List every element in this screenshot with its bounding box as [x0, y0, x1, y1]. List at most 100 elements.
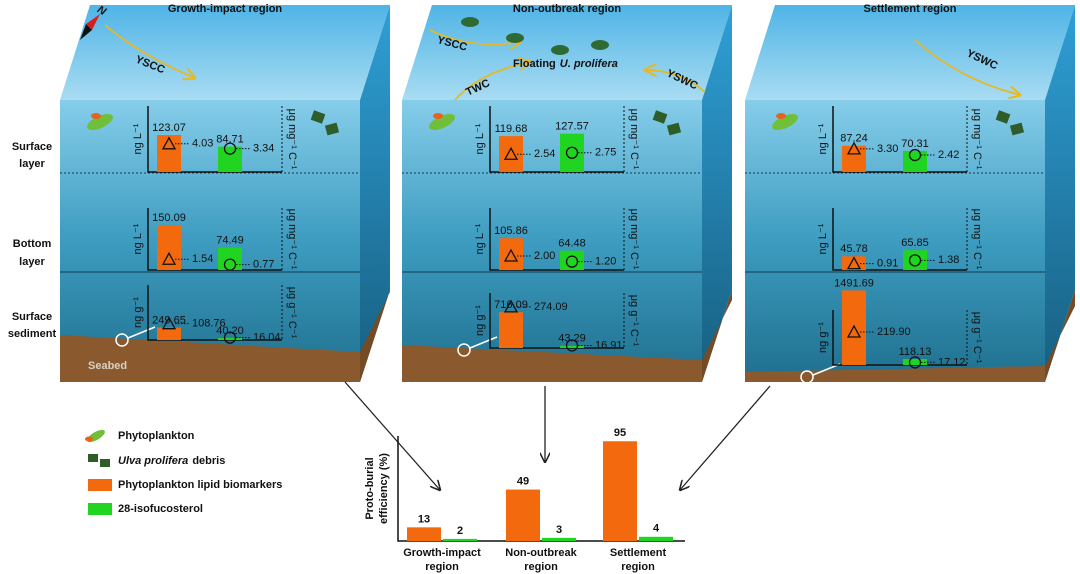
seabed [745, 366, 1045, 382]
marker-value: 16.04 [253, 332, 281, 344]
bar [542, 537, 576, 541]
bar-value: 150.09 [152, 212, 186, 224]
circle-marker [565, 255, 579, 268]
triangle-marker [503, 299, 519, 313]
bar-value: 64.48 [558, 238, 586, 250]
floating-patch [461, 17, 479, 27]
seabed-side [1045, 290, 1075, 382]
unit-right: μg mg⁻¹ C⁻¹ [286, 109, 298, 170]
unit-left: ng L⁻¹ [474, 223, 486, 254]
marker-value: 2.00 [534, 250, 555, 262]
circle-marker [223, 258, 237, 271]
sediment-inlet [800, 370, 814, 384]
region-title: Settlement region [864, 3, 957, 15]
seabed-label: Seabed [88, 360, 127, 372]
bar-value: 45.78 [840, 243, 868, 255]
legend-swatch [88, 503, 112, 515]
triangle-marker [503, 146, 519, 160]
bar-value: 70.31 [901, 138, 929, 150]
sediment-inlet [457, 343, 471, 357]
sediment-inlet-arrow [469, 336, 498, 349]
sediment-inlet [115, 333, 129, 347]
unit-right: μg mg⁻¹ C⁻¹ [971, 109, 983, 170]
unit-right: μg mg⁻¹ C⁻¹ [628, 209, 640, 270]
marker-value: 2.54 [534, 148, 555, 160]
marker-value: 0.77 [253, 259, 274, 271]
chart-axis [397, 436, 685, 542]
marker-value: 1.54 [192, 253, 213, 265]
circle-marker [223, 331, 237, 344]
layer-label: layer [19, 256, 45, 268]
ulva-debris-icon [1009, 122, 1025, 136]
compass-needle [80, 24, 92, 40]
side-face [360, 5, 390, 382]
phytoplankton-icon [429, 113, 455, 131]
bar [506, 489, 540, 541]
layer-label: layer [19, 158, 45, 170]
marker-value: 0.91 [877, 258, 898, 270]
bar-value: 119.68 [495, 123, 528, 135]
unit-left: ng g⁻¹ [474, 305, 486, 336]
region-title: Non-outbreak region [513, 3, 621, 15]
isofucosterol-bar [218, 337, 242, 340]
circle-marker [908, 356, 922, 369]
bar-value: 65.85 [901, 237, 929, 249]
legend-label-italic: Ulva prolifera [118, 455, 188, 467]
floating-label-italic: U. prolifera [560, 58, 618, 70]
unit-right: μg g⁻¹ C⁻¹ [971, 312, 983, 364]
floating-patch [506, 33, 524, 43]
triangle-marker [846, 324, 862, 338]
marker-value: 3.30 [877, 143, 898, 155]
triangle-marker [503, 248, 519, 262]
isofucosterol-bar [560, 250, 584, 270]
ulva-debris-icon [652, 110, 668, 124]
circle-marker [908, 254, 922, 267]
current-arrow [429, 29, 520, 44]
seabed-side [702, 290, 732, 382]
unit-right: μg g⁻¹ C⁻¹ [286, 287, 298, 339]
bar-value: 84.71 [216, 133, 244, 145]
isofucosterol-bar [560, 133, 584, 172]
marker-value: 3.34 [253, 143, 274, 155]
isofucosterol-bar [218, 146, 242, 172]
seabed-side [360, 290, 390, 382]
marker-value: 108.76 [192, 318, 226, 330]
bar-value: 123.07 [152, 122, 186, 134]
lipid-biomarker-bar [157, 327, 181, 340]
bar-value: 43.29 [558, 333, 586, 345]
bar [603, 441, 637, 541]
front-face [60, 100, 360, 382]
marker-value: 16.91 [595, 339, 623, 351]
phytoplankton-icon [87, 429, 105, 443]
marker-value: 219.90 [877, 326, 911, 338]
x-tick-label: region [425, 561, 459, 573]
side-face [702, 5, 732, 382]
unit-left: ng g⁻¹ [132, 297, 144, 328]
unit-right: μg mg⁻¹ C⁻¹ [971, 209, 983, 270]
marker-value: 17.12 [938, 356, 966, 368]
bar-value: 40.20 [216, 325, 244, 337]
marker-value: 2.75 [595, 147, 616, 159]
layer-label: sediment [8, 328, 57, 340]
floating-label: Floating [513, 58, 556, 70]
x-tick-label: region [621, 561, 655, 573]
isofucosterol-bar [903, 250, 927, 270]
bar-value: 49 [517, 475, 529, 487]
marker-value: 1.20 [595, 256, 616, 268]
x-tick-label: Settlement [610, 547, 667, 559]
lipid-biomarker-bar [842, 145, 866, 172]
isofucosterol-bar [560, 345, 584, 348]
lipid-biomarker-bar [157, 135, 181, 172]
phytoplankton-icon [85, 436, 93, 442]
unit-right: μg mg⁻¹ C⁻¹ [286, 209, 298, 270]
unit-left: ng L⁻¹ [132, 123, 144, 154]
lipid-biomarker-bar [499, 238, 523, 270]
phytoplankton-icon [776, 113, 786, 119]
x-tick-label: region [524, 561, 558, 573]
marker-value: 1.38 [938, 254, 959, 266]
unit-left: ng g⁻¹ [817, 322, 829, 353]
bar-value: 87.24 [840, 133, 868, 145]
bar-value: 105.86 [494, 225, 528, 237]
bar-value: 716.09 [494, 299, 528, 311]
